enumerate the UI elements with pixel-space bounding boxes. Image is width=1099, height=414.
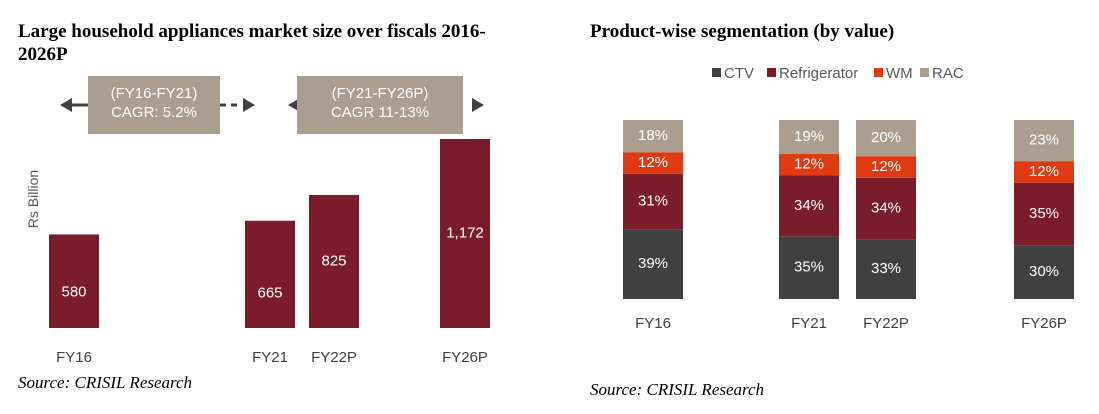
x-tick-label-fy26p: FY26P — [442, 349, 488, 366]
legend-swatch-rac — [920, 68, 929, 77]
legend-label-ctv: CTV — [724, 65, 754, 82]
segment-refrigerator-fy16 — [623, 173, 683, 230]
x-tick-label-fy22p: FY22P — [863, 315, 909, 332]
x-tick-label-fy16: FY16 — [56, 349, 92, 366]
annotation-text-line-1: (FY16-FY21) — [111, 85, 198, 102]
cagr-annotation-1: (FY16-FY21) CAGR: 5.2% — [60, 76, 255, 134]
x-tick-label-fy16: FY16 — [635, 315, 671, 332]
legend-swatch-wm — [874, 68, 883, 77]
bar-fy16 — [49, 234, 99, 328]
segment-wm-fy22p — [856, 156, 916, 178]
segment-ctv-fy26p — [1014, 245, 1074, 299]
bar-value-label-fy26p: 1,172 — [446, 224, 484, 241]
segment-label-refrigerator-fy22p: 34% — [871, 200, 901, 217]
legend-label-wm: WM — [886, 65, 913, 82]
segment-rac-fy21 — [779, 120, 839, 155]
segment-label-ctv-fy21: 35% — [794, 259, 824, 276]
segmentation-chart: CTV Refrigerator WM RAC 39% 31% 12% 18% FY16 35% 3… — [623, 65, 1074, 332]
bar-value-label-fy21: 665 — [257, 285, 282, 302]
segment-refrigerator-fy21 — [779, 175, 839, 237]
segment-ctv-fy16 — [623, 229, 683, 299]
segment-wm-fy21 — [779, 154, 839, 176]
x-tick-label-fy22p: FY22P — [311, 349, 357, 366]
segment-label-wm-fy26p: 12% — [1029, 163, 1059, 180]
annotation-arrow-head-right — [472, 98, 484, 112]
cagr-annotation-2: (FY21-FY26P) CAGR 11-13% — [288, 76, 484, 134]
segment-label-rac-fy22p: 20% — [871, 129, 901, 146]
segment-label-refrigerator-fy26p: 35% — [1029, 205, 1059, 222]
annotation-text-line-2: CAGR 11-13% — [331, 104, 429, 121]
segment-label-rac-fy21: 19% — [794, 128, 824, 145]
left-source-note: Source: CRISIL Research — [18, 373, 193, 392]
left-chart-title: Large household appliances market size o… — [18, 21, 486, 65]
annotation-arrow-head-left — [60, 98, 72, 112]
segment-label-ctv-fy22p: 33% — [871, 260, 901, 277]
legend-swatch-refrigerator — [767, 68, 776, 77]
bar-fy26p — [440, 139, 490, 328]
segment-rac-fy16 — [623, 120, 683, 153]
segment-rac-fy26p — [1014, 120, 1074, 162]
segment-label-wm-fy16: 12% — [638, 154, 668, 171]
bar-value-label-fy22p: 825 — [321, 252, 346, 269]
legend-label-rac: RAC — [932, 65, 964, 82]
annotation-arrow-head-right — [243, 98, 255, 112]
segment-ctv-fy22p — [856, 239, 916, 299]
segment-label-ctv-fy16: 39% — [638, 255, 668, 272]
bar-value-label-fy16: 580 — [61, 283, 86, 300]
segment-label-ctv-fy26p: 30% — [1029, 263, 1059, 280]
annotation-box — [297, 76, 463, 134]
x-tick-label-fy21: FY21 — [252, 349, 288, 366]
market-size-chart: Rs Billion 580 FY16 665 FY21 825 FY22P 1,172 FY2… — [25, 76, 490, 366]
segment-label-wm-fy21: 12% — [794, 156, 824, 173]
bar-fy22p — [309, 194, 359, 328]
segment-refrigerator-fy26p — [1014, 182, 1074, 246]
segment-wm-fy26p — [1014, 161, 1074, 183]
x-tick-label-fy26p: FY26P — [1021, 315, 1067, 332]
legend-label-refrigerator: Refrigerator — [779, 65, 858, 82]
segment-label-refrigerator-fy21: 34% — [794, 197, 824, 214]
legend-swatch-ctv — [712, 68, 721, 77]
segment-label-wm-fy22p: 12% — [871, 158, 901, 175]
bar-fy21 — [245, 220, 295, 328]
segment-wm-fy16 — [623, 152, 683, 174]
segment-rac-fy22p — [856, 120, 916, 157]
segment-ctv-fy21 — [779, 236, 839, 299]
x-tick-label-fy21: FY21 — [791, 315, 827, 332]
segment-label-rac-fy16: 18% — [638, 127, 668, 144]
right-chart-title: Product-wise segmentation (by value) — [590, 21, 895, 42]
annotation-text-line-2: CAGR: 5.2% — [111, 104, 197, 121]
right-source-note: Source: CRISIL Research — [590, 380, 765, 399]
segment-refrigerator-fy22p — [856, 177, 916, 240]
annotation-box — [88, 76, 220, 134]
segment-label-rac-fy26p: 23% — [1029, 132, 1059, 149]
y-axis-label: Rs Billion — [25, 170, 41, 228]
segment-label-refrigerator-fy16: 31% — [638, 192, 668, 209]
annotation-text-line-1: (FY21-FY26P) — [332, 85, 429, 102]
